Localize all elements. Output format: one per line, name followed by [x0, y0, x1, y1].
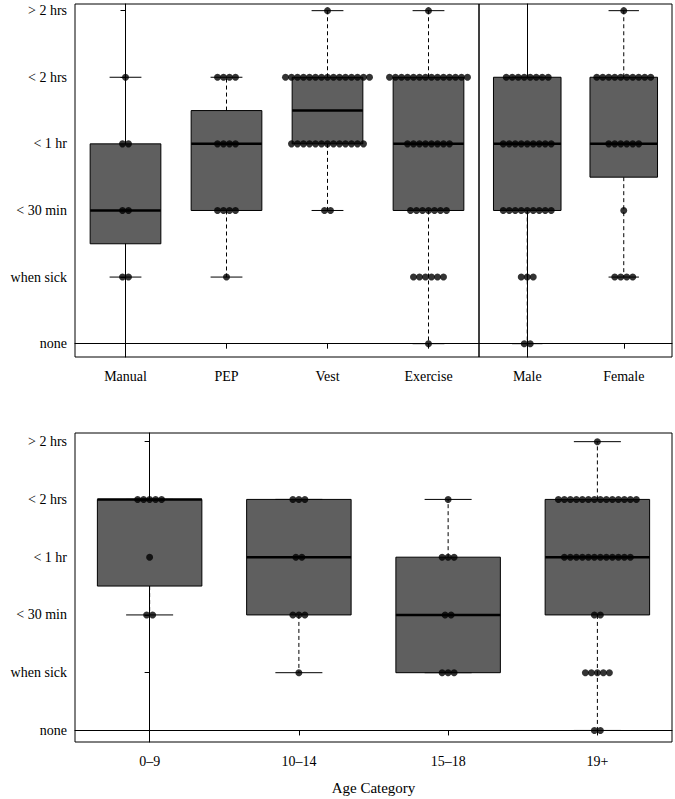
svg-text:15–18: 15–18 — [431, 754, 466, 769]
svg-text:> 2 hrs: > 2 hrs — [28, 3, 67, 18]
svg-text:< 30 min: < 30 min — [16, 607, 67, 622]
svg-text:> 2 hrs: > 2 hrs — [28, 434, 67, 449]
svg-text:Female: Female — [603, 369, 644, 384]
svg-text:Vest: Vest — [315, 369, 339, 384]
svg-text:< 2 hrs: < 2 hrs — [28, 492, 67, 507]
svg-text:< 1 hr: < 1 hr — [33, 550, 67, 565]
svg-text:Age Category: Age Category — [332, 780, 416, 796]
svg-text:19+: 19+ — [586, 754, 608, 769]
svg-text:0–9: 0–9 — [139, 754, 160, 769]
svg-text:< 30 min: < 30 min — [16, 203, 67, 218]
svg-text:10–14: 10–14 — [281, 754, 316, 769]
svg-text:< 1 hr: < 1 hr — [33, 136, 67, 151]
svg-text:Male: Male — [513, 369, 542, 384]
svg-text:none: none — [40, 336, 67, 351]
svg-text:none: none — [40, 723, 67, 738]
svg-text:PEP: PEP — [214, 369, 238, 384]
svg-text:< 2 hrs: < 2 hrs — [28, 70, 67, 85]
svg-text:Manual: Manual — [104, 369, 147, 384]
svg-text:Exercise: Exercise — [404, 369, 452, 384]
svg-text:when sick: when sick — [11, 665, 67, 680]
svg-text:when sick: when sick — [11, 270, 67, 285]
